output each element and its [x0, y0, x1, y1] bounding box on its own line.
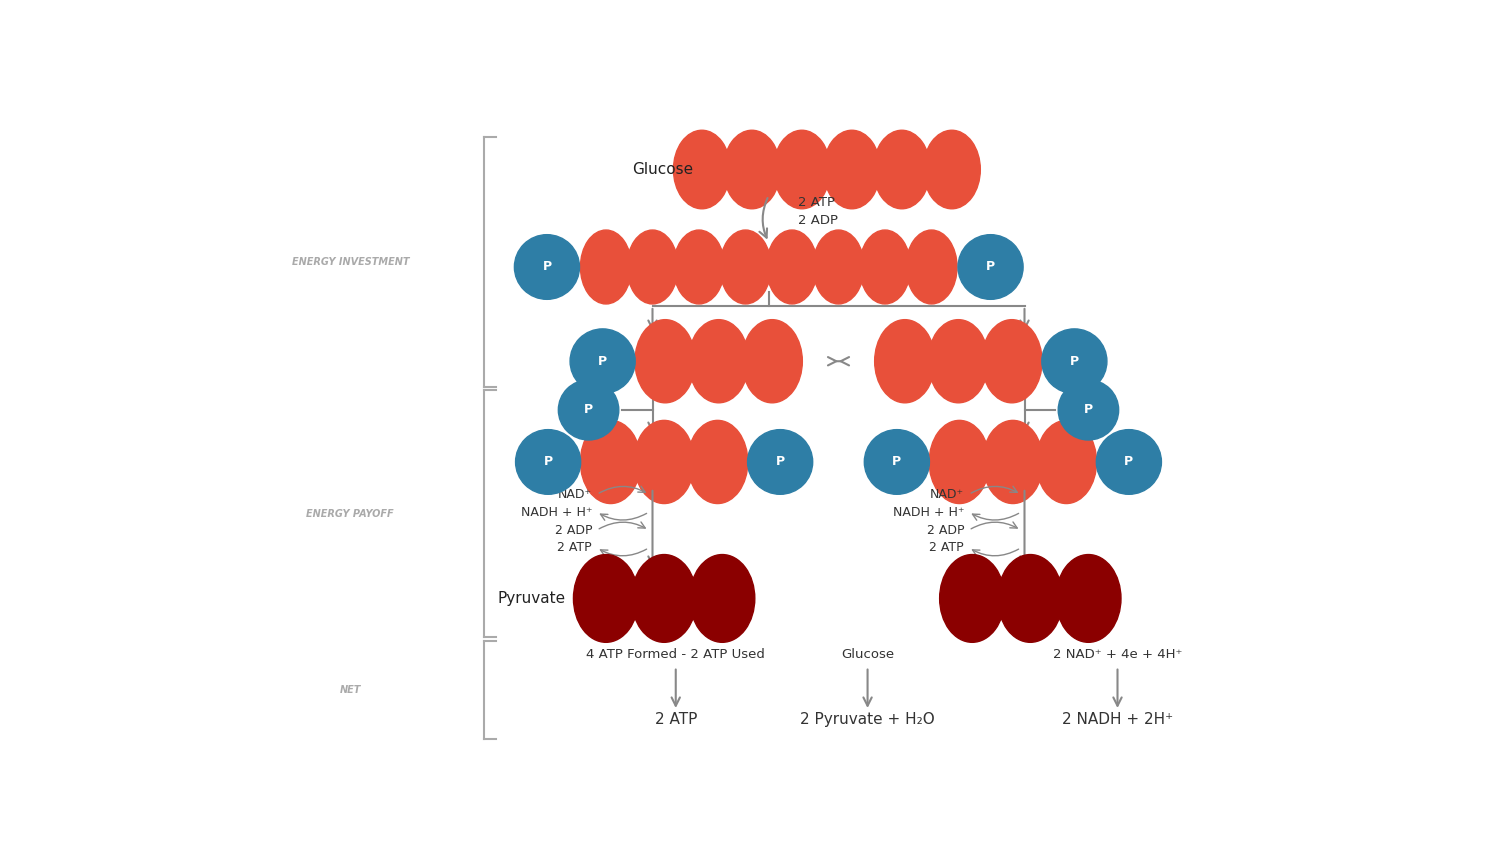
Ellipse shape: [958, 235, 1023, 300]
Ellipse shape: [742, 320, 802, 403]
Text: P: P: [776, 456, 784, 468]
Text: P: P: [598, 354, 608, 368]
Text: P: P: [584, 403, 592, 416]
Ellipse shape: [580, 420, 640, 504]
Ellipse shape: [558, 380, 620, 440]
Text: P: P: [986, 261, 994, 273]
Ellipse shape: [627, 230, 678, 304]
Ellipse shape: [632, 555, 696, 642]
Text: 2 ATP: 2 ATP: [558, 541, 592, 555]
Ellipse shape: [1056, 555, 1120, 642]
Text: 2 Pyruvate + H₂O: 2 Pyruvate + H₂O: [800, 712, 934, 728]
Text: P: P: [892, 456, 902, 468]
Ellipse shape: [747, 430, 813, 495]
Text: 2 ADP: 2 ADP: [798, 214, 838, 227]
Ellipse shape: [634, 320, 696, 403]
Ellipse shape: [981, 320, 1042, 403]
Text: P: P: [1070, 354, 1078, 368]
Text: 2 ATP: 2 ATP: [654, 712, 698, 728]
Ellipse shape: [570, 329, 634, 393]
Ellipse shape: [690, 555, 754, 642]
Text: P: P: [1084, 403, 1094, 416]
Ellipse shape: [1058, 380, 1119, 440]
Ellipse shape: [939, 555, 1005, 642]
Text: ENERGY INVESTMENT: ENERGY INVESTMENT: [291, 257, 410, 267]
Ellipse shape: [1096, 430, 1161, 495]
Text: 2 ATP: 2 ATP: [930, 541, 964, 555]
Text: 4 ATP Formed - 2 ATP Used: 4 ATP Formed - 2 ATP Used: [586, 648, 765, 662]
Text: NAD⁺: NAD⁺: [558, 488, 592, 501]
Ellipse shape: [928, 420, 990, 504]
Ellipse shape: [674, 130, 730, 208]
Text: NET: NET: [339, 685, 362, 695]
Ellipse shape: [674, 230, 724, 304]
Ellipse shape: [634, 420, 694, 504]
Ellipse shape: [514, 235, 579, 300]
Ellipse shape: [998, 555, 1064, 642]
Ellipse shape: [906, 230, 957, 304]
Ellipse shape: [1042, 329, 1107, 393]
Ellipse shape: [873, 130, 930, 208]
Ellipse shape: [1036, 420, 1096, 504]
Ellipse shape: [688, 320, 748, 403]
Ellipse shape: [573, 555, 639, 642]
Text: Pyruvate: Pyruvate: [496, 591, 566, 606]
Ellipse shape: [580, 230, 632, 304]
Text: NADH + H⁺: NADH + H⁺: [892, 506, 964, 518]
Text: P: P: [543, 456, 552, 468]
Ellipse shape: [813, 230, 864, 304]
Text: Glucose: Glucose: [842, 648, 894, 662]
Ellipse shape: [723, 130, 780, 208]
Ellipse shape: [720, 230, 771, 304]
Ellipse shape: [928, 320, 988, 403]
Text: Glucose: Glucose: [632, 162, 693, 177]
Ellipse shape: [824, 130, 880, 208]
Ellipse shape: [864, 430, 930, 495]
Text: 2 ATP: 2 ATP: [798, 196, 836, 209]
Ellipse shape: [982, 420, 1042, 504]
Ellipse shape: [859, 230, 910, 304]
Text: NADH + H⁺: NADH + H⁺: [520, 506, 592, 518]
Text: ENERGY PAYOFF: ENERGY PAYOFF: [306, 509, 395, 519]
Text: 2 ADP: 2 ADP: [927, 523, 964, 537]
Ellipse shape: [687, 420, 748, 504]
Ellipse shape: [924, 130, 981, 208]
Ellipse shape: [774, 130, 831, 208]
Text: P: P: [1125, 456, 1134, 468]
Text: 2 NADH + 2H⁺: 2 NADH + 2H⁺: [1062, 712, 1173, 728]
Ellipse shape: [766, 230, 818, 304]
Text: P: P: [543, 261, 552, 273]
Ellipse shape: [874, 320, 934, 403]
Ellipse shape: [516, 430, 580, 495]
Text: NAD⁺: NAD⁺: [930, 488, 964, 501]
Text: 2 ADP: 2 ADP: [555, 523, 592, 537]
Text: 2 NAD⁺ + 4e + 4H⁺: 2 NAD⁺ + 4e + 4H⁺: [1053, 648, 1182, 662]
